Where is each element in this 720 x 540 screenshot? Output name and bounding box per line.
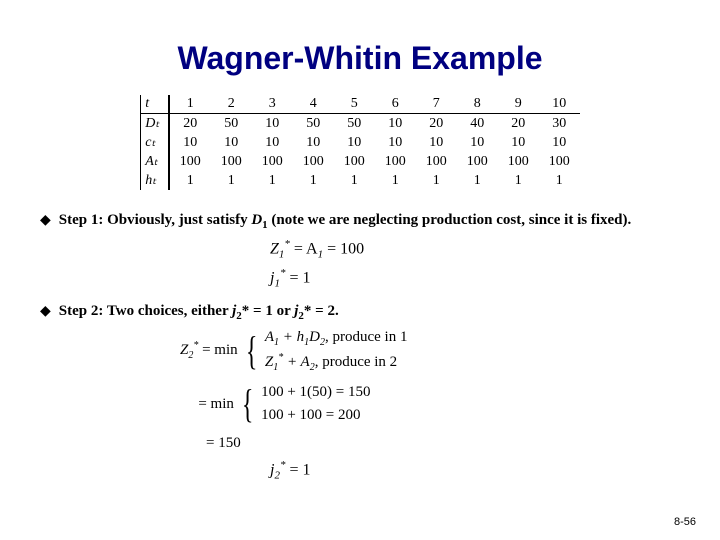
step2-bullet: ◆ Step 2: Two choices, either j2* = 1 or…: [40, 301, 680, 324]
step1-text: Step 1: Obviously, just satisfy D1 (note…: [59, 210, 631, 233]
step2-text: Step 2: Two choices, either j2* = 1 or j…: [59, 301, 339, 324]
diamond-icon: ◆: [40, 303, 51, 320]
step2-symbolic: Z2* = min { A1 + h1D2, produce in 1 Z1* …: [180, 326, 680, 455]
slide-title: Wagner-Whitin Example: [40, 40, 680, 77]
step1-eq-z: Z1* = A1 = 100: [270, 237, 680, 262]
diamond-icon: ◆: [40, 212, 51, 229]
step1-eq-j: j1* = 1: [270, 266, 680, 291]
step2-j2-final: j2* = 1: [270, 459, 680, 482]
step1-bullet: ◆ Step 1: Obviously, just satisfy D1 (no…: [40, 210, 680, 233]
parameters-table: t12345678910Dₜ20501050501020402030cₜ1010…: [140, 95, 580, 190]
page-number: 8-56: [674, 516, 696, 528]
